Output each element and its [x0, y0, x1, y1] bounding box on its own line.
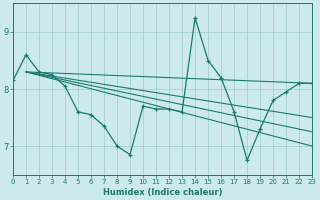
- X-axis label: Humidex (Indice chaleur): Humidex (Indice chaleur): [103, 188, 222, 197]
